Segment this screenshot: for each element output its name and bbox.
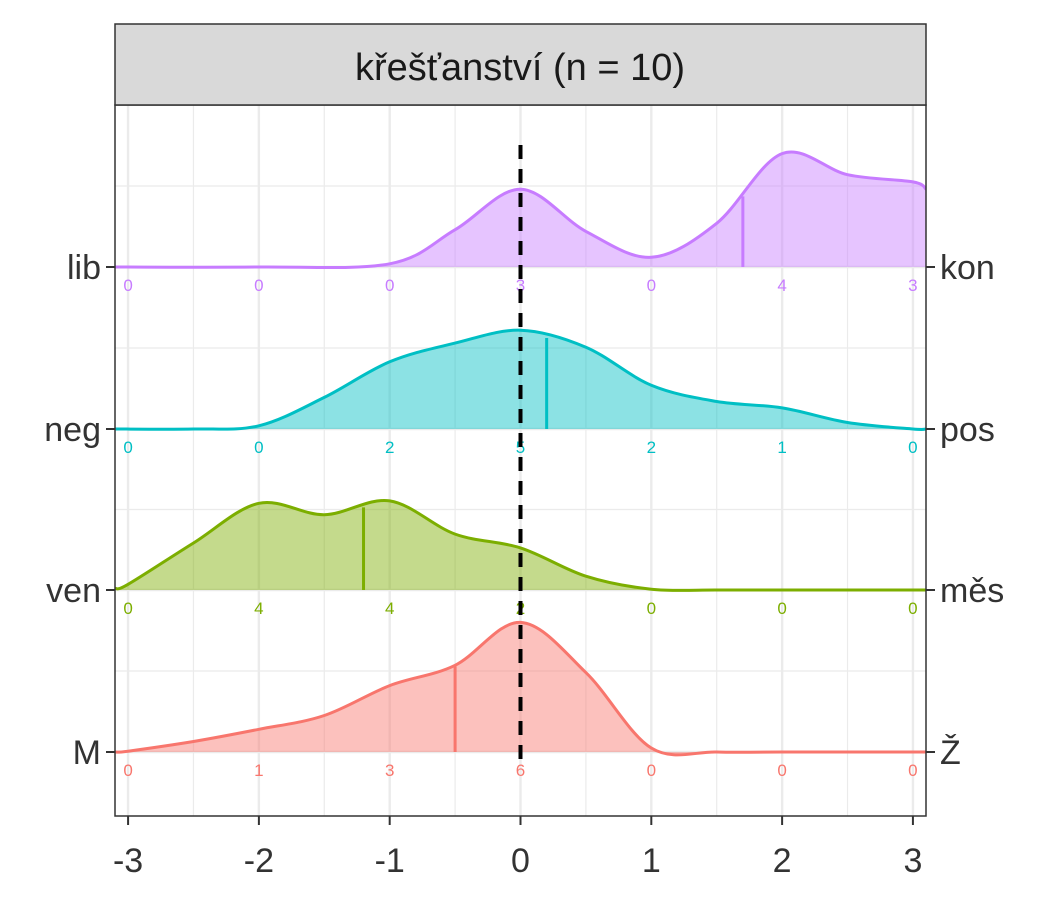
count-label: 3: [516, 276, 525, 295]
x-tick-label: -1: [375, 842, 405, 880]
x-tick-label: 3: [903, 842, 922, 880]
count-label: 4: [385, 599, 394, 618]
count-label: 0: [123, 761, 132, 780]
density-line: [114, 150, 927, 270]
right-label: pos: [940, 411, 995, 449]
density-area: [115, 500, 926, 591]
count-label: 2: [385, 438, 394, 457]
right-label: měs: [940, 572, 1004, 610]
right-label: Ž: [940, 734, 961, 772]
count-label: 0: [647, 276, 656, 295]
count-label: 1: [254, 761, 263, 780]
density-line: [114, 499, 926, 592]
count-label: 6: [516, 761, 525, 780]
x-tick-label: 0: [511, 842, 530, 880]
count-label: 0: [647, 599, 656, 618]
density-line: [114, 328, 927, 431]
left-label: lib: [67, 249, 101, 287]
strip-background: [114, 23, 927, 106]
count-label: 0: [123, 599, 132, 618]
ridges: 0003043002521004420000136000: [114, 150, 927, 780]
x-tick-label: 2: [773, 842, 792, 880]
count-label: 0: [777, 761, 786, 780]
count-label: 4: [254, 599, 263, 618]
count-label: 0: [123, 276, 132, 295]
count-label: 0: [908, 438, 917, 457]
density-area: [115, 622, 926, 755]
count-label: 0: [908, 761, 917, 780]
chart-title: křešťanství (n = 10): [355, 47, 685, 89]
right-label: kon: [940, 249, 995, 287]
count-label: 0: [254, 276, 263, 295]
count-label: 0: [123, 438, 132, 457]
x-tick-label: -3: [113, 842, 143, 880]
ridge-lib-kon: 0 0 0 3 0 4 3: [114, 150, 927, 295]
count-label: 3: [908, 276, 917, 295]
density-area: [115, 151, 926, 268]
count-label: 0: [777, 599, 786, 618]
ridge-M-Ž: 0 1 3 6 0 0 0: [114, 620, 926, 780]
density-area: [115, 330, 926, 430]
left-label: ven: [46, 572, 101, 610]
x-tick-label: 1: [642, 842, 661, 880]
x-axis: -3 -2 -1 0 1 2 3: [113, 816, 922, 880]
left-label: neg: [44, 411, 101, 449]
left-label: M: [73, 734, 101, 772]
count-label: 0: [908, 599, 917, 618]
count-label: 1: [777, 438, 786, 457]
count-label: 3: [385, 761, 394, 780]
count-label: 5: [516, 438, 525, 457]
count-label: 0: [254, 438, 263, 457]
x-tick-label: -2: [244, 842, 274, 880]
count-label: 0: [385, 276, 394, 295]
ridge-neg-pos: 0 0 2 5 2 1 0: [114, 328, 927, 457]
count-label: 0: [647, 761, 656, 780]
density-line: [114, 620, 926, 757]
ridge-ven-měs: 0442000: [114, 499, 926, 618]
count-label: 2: [647, 438, 656, 457]
count-label: 4: [777, 276, 786, 295]
